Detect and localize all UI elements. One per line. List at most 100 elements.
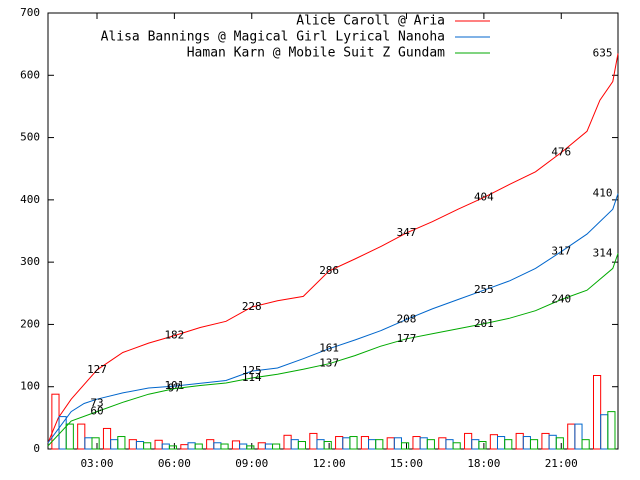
- hourly-bar: [128, 439, 137, 450]
- hourly-bar: [187, 442, 196, 450]
- hourly-bar: [412, 436, 421, 450]
- hourly-bar: [496, 436, 506, 450]
- point-label: 208: [397, 312, 417, 325]
- point-label: 347: [397, 226, 417, 239]
- hourly-bar: [489, 434, 498, 450]
- hourly-bar: [264, 443, 274, 450]
- point-label: 228: [242, 300, 262, 313]
- hourly-bar: [607, 411, 616, 450]
- hourly-bar: [600, 414, 609, 450]
- hourly-bar: [206, 439, 215, 450]
- hourly-bar: [419, 437, 428, 450]
- hourly-bar: [555, 437, 564, 450]
- plot-frame: [47, 12, 619, 450]
- point-label: 114: [242, 371, 262, 384]
- hourly-bar: [91, 437, 100, 450]
- point-label: 635: [593, 46, 613, 59]
- hourly-bar: [567, 423, 576, 450]
- hourly-bar: [84, 437, 93, 450]
- y-tick-label: 400: [20, 193, 40, 206]
- point-label: 101: [164, 379, 184, 392]
- hourly-bar: [541, 432, 550, 450]
- hourly-bar: [194, 443, 203, 450]
- cumulative-line: [47, 253, 619, 447]
- hourly-bar: [393, 437, 402, 450]
- hourly-bar: [220, 443, 229, 450]
- point-label: 317: [551, 245, 571, 258]
- hourly-bar: [349, 436, 358, 450]
- hourly-bar: [368, 439, 377, 450]
- hourly-bar: [110, 439, 119, 450]
- hourly-bar: [272, 443, 281, 450]
- point-label: 73: [90, 397, 103, 410]
- hourly-bar: [529, 439, 539, 450]
- point-label: 161: [319, 342, 339, 355]
- point-label: 240: [551, 293, 571, 306]
- hourly-bar: [426, 439, 435, 450]
- hourly-bar: [478, 441, 487, 450]
- x-tick-label: 06:00: [158, 457, 191, 470]
- hourly-bar: [471, 439, 480, 450]
- y-tick-label: 500: [20, 131, 40, 144]
- hourly-bar: [515, 432, 524, 450]
- point-label: 60: [90, 405, 103, 418]
- hourly-bar: [161, 443, 170, 450]
- y-tick-label: 0: [33, 442, 40, 455]
- cumulative-line: [47, 193, 619, 444]
- hourly-bar: [154, 439, 163, 450]
- hourly-bar: [246, 445, 255, 450]
- point-label: 127: [87, 363, 107, 376]
- point-label: 410: [593, 187, 613, 200]
- point-label: 137: [319, 357, 339, 370]
- hourly-bar: [438, 437, 447, 450]
- legend-label: Haman Karn @ Mobile Suit Z Gundam: [187, 46, 445, 61]
- point-label: 404: [474, 190, 494, 203]
- hourly-bar: [143, 442, 152, 450]
- legend-label: Alisa Bannings @ Magical Girl Lyrical Na…: [101, 30, 445, 45]
- hourly-bar: [400, 442, 410, 450]
- x-tick-label: 03:00: [80, 457, 113, 470]
- x-tick-label: 18:00: [467, 457, 500, 470]
- hourly-bar: [309, 432, 318, 450]
- hourly-bar: [592, 375, 602, 450]
- y-tick-label: 200: [20, 317, 40, 330]
- hourly-bar: [316, 439, 325, 450]
- point-label: 255: [474, 283, 494, 296]
- hourly-bar: [213, 442, 222, 450]
- hourly-bar: [548, 434, 557, 450]
- x-tick-label: 15:00: [390, 457, 423, 470]
- point-label: 182: [164, 329, 184, 342]
- hourly-bar: [386, 437, 395, 450]
- hourly-bar: [283, 434, 292, 450]
- point-label: 286: [319, 264, 339, 277]
- hourly-bar: [297, 441, 306, 450]
- x-tick-label: 12:00: [313, 457, 346, 470]
- point-label: 97: [168, 382, 181, 395]
- hourly-bar: [102, 427, 112, 450]
- hourly-bar: [323, 441, 332, 450]
- hourly-bar: [231, 440, 241, 450]
- x-tick-label: 21:00: [545, 457, 578, 470]
- hourly-bar: [445, 439, 454, 450]
- point-label: 177: [397, 332, 417, 345]
- y-tick-label: 700: [20, 6, 40, 19]
- point-label: 476: [551, 146, 571, 159]
- hourly-bar: [180, 444, 189, 450]
- hourly-bar: [335, 436, 344, 450]
- y-tick-label: 300: [20, 255, 40, 268]
- hourly-bar: [77, 423, 86, 450]
- point-label: 201: [474, 317, 494, 330]
- hourly-bar: [375, 439, 384, 450]
- hourly-bar: [117, 436, 126, 450]
- hourly-bar: [65, 423, 74, 450]
- y-tick-label: 100: [20, 380, 40, 393]
- hourly-bar: [239, 443, 248, 450]
- point-label: 314: [593, 246, 613, 259]
- point-label: 125: [242, 364, 262, 377]
- hourly-bar: [452, 442, 461, 450]
- y-tick-label: 600: [20, 68, 40, 81]
- hourly-bar: [135, 441, 145, 450]
- hourly-bar: [290, 439, 299, 450]
- hourly-bar: [342, 437, 351, 450]
